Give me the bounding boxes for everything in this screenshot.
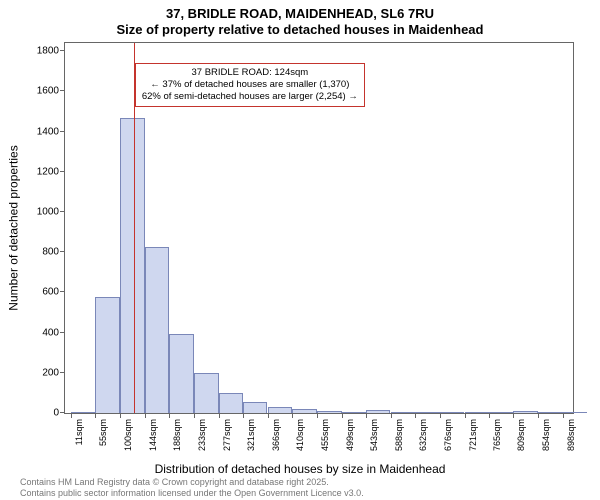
y-tick-mark	[60, 211, 65, 212]
x-tick-mark	[268, 413, 269, 418]
x-tick-label: 144sqm	[148, 419, 158, 451]
y-tick-label: 1400	[37, 126, 65, 137]
x-tick-label: 543sqm	[369, 419, 379, 451]
y-tick-mark	[60, 50, 65, 51]
x-tick-mark	[194, 413, 195, 418]
x-tick-label: 55sqm	[98, 419, 108, 446]
y-tick-mark	[60, 131, 65, 132]
histogram-bar	[243, 402, 267, 413]
y-tick-mark	[60, 251, 65, 252]
x-tick-label: 898sqm	[566, 419, 576, 451]
footnote-line2: Contains public sector information licen…	[20, 488, 364, 498]
y-tick-label: 200	[42, 367, 65, 378]
y-tick-mark	[60, 372, 65, 373]
annotation-line3: 62% of semi-detached houses are larger (…	[142, 91, 358, 103]
x-tick-mark	[342, 413, 343, 418]
histogram-bar	[120, 118, 144, 413]
x-tick-label: 765sqm	[492, 419, 502, 451]
histogram-bar	[513, 411, 537, 413]
x-tick-mark	[95, 413, 96, 418]
x-tick-label: 277sqm	[222, 419, 232, 451]
histogram-bar	[563, 412, 587, 413]
x-tick-mark	[513, 413, 514, 418]
x-tick-mark	[489, 413, 490, 418]
y-tick-label: 1000	[37, 206, 65, 217]
x-tick-mark	[169, 413, 170, 418]
y-tick-label: 400	[42, 327, 65, 338]
y-tick-mark	[60, 291, 65, 292]
x-tick-label: 188sqm	[172, 419, 182, 451]
chart-title-line2: Size of property relative to detached ho…	[0, 22, 600, 37]
histogram-bar	[391, 412, 415, 413]
x-tick-mark	[366, 413, 367, 418]
histogram-bar	[268, 407, 292, 413]
x-tick-mark	[563, 413, 564, 418]
y-tick-mark	[60, 332, 65, 333]
histogram-bar	[342, 412, 366, 413]
y-tick-label: 600	[42, 287, 65, 298]
histogram-bar	[538, 412, 562, 413]
histogram-bar	[465, 412, 489, 413]
x-tick-mark	[145, 413, 146, 418]
x-tick-label: 499sqm	[345, 419, 355, 451]
x-tick-mark	[243, 413, 244, 418]
y-axis-label-wrap: Number of detached properties	[6, 42, 22, 414]
x-tick-label: 100sqm	[123, 419, 133, 451]
histogram-bar	[71, 412, 95, 413]
histogram-bar	[317, 411, 341, 413]
x-tick-label: 721sqm	[468, 419, 478, 451]
histogram-bar	[219, 393, 243, 414]
x-tick-label: 854sqm	[541, 419, 551, 451]
y-tick-mark	[60, 412, 65, 413]
x-tick-label: 321sqm	[246, 419, 256, 451]
x-tick-mark	[391, 413, 392, 418]
annotation-line2: ← 37% of detached houses are smaller (1,…	[142, 79, 358, 91]
x-axis-label: Distribution of detached houses by size …	[0, 462, 600, 476]
footnote-line1: Contains HM Land Registry data © Crown c…	[20, 477, 364, 487]
x-tick-mark	[538, 413, 539, 418]
x-tick-label: 233sqm	[197, 419, 207, 451]
x-tick-mark	[415, 413, 416, 418]
y-tick-label: 0	[53, 408, 65, 419]
x-tick-label: 809sqm	[516, 419, 526, 451]
histogram-bar	[489, 412, 513, 413]
x-tick-label: 410sqm	[295, 419, 305, 451]
x-tick-label: 632sqm	[418, 419, 428, 451]
x-tick-label: 11sqm	[74, 419, 84, 445]
footnote: Contains HM Land Registry data © Crown c…	[20, 477, 364, 498]
x-tick-mark	[440, 413, 441, 418]
x-tick-mark	[465, 413, 466, 418]
histogram-bar	[145, 247, 169, 413]
y-tick-mark	[60, 90, 65, 91]
chart-title-line1: 37, BRIDLE ROAD, MAIDENHEAD, SL6 7RU	[0, 6, 600, 21]
x-tick-mark	[71, 413, 72, 418]
x-tick-mark	[120, 413, 121, 418]
histogram-bar	[169, 334, 193, 413]
histogram-bar	[440, 412, 464, 413]
y-tick-label: 1600	[37, 86, 65, 97]
x-tick-label: 455sqm	[320, 419, 330, 451]
y-axis-label: Number of detached properties	[7, 145, 21, 310]
histogram-bar	[292, 409, 316, 413]
x-tick-label: 588sqm	[394, 419, 404, 451]
histogram-bar	[95, 297, 119, 413]
y-tick-label: 1200	[37, 166, 65, 177]
y-tick-label: 800	[42, 247, 65, 258]
y-tick-mark	[60, 171, 65, 172]
histogram-bar	[366, 410, 390, 413]
histogram-bar	[415, 412, 439, 413]
x-tick-mark	[219, 413, 220, 418]
x-tick-mark	[317, 413, 318, 418]
x-tick-label: 366sqm	[271, 419, 281, 451]
annotation-box: 37 BRIDLE ROAD: 124sqm← 37% of detached …	[135, 63, 365, 107]
x-tick-label: 676sqm	[443, 419, 453, 451]
plot-area: 02004006008001000120014001600180011sqm55…	[64, 42, 574, 414]
x-tick-mark	[292, 413, 293, 418]
y-tick-label: 1800	[37, 46, 65, 57]
histogram-bar	[194, 373, 218, 413]
annotation-line1: 37 BRIDLE ROAD: 124sqm	[142, 67, 358, 79]
